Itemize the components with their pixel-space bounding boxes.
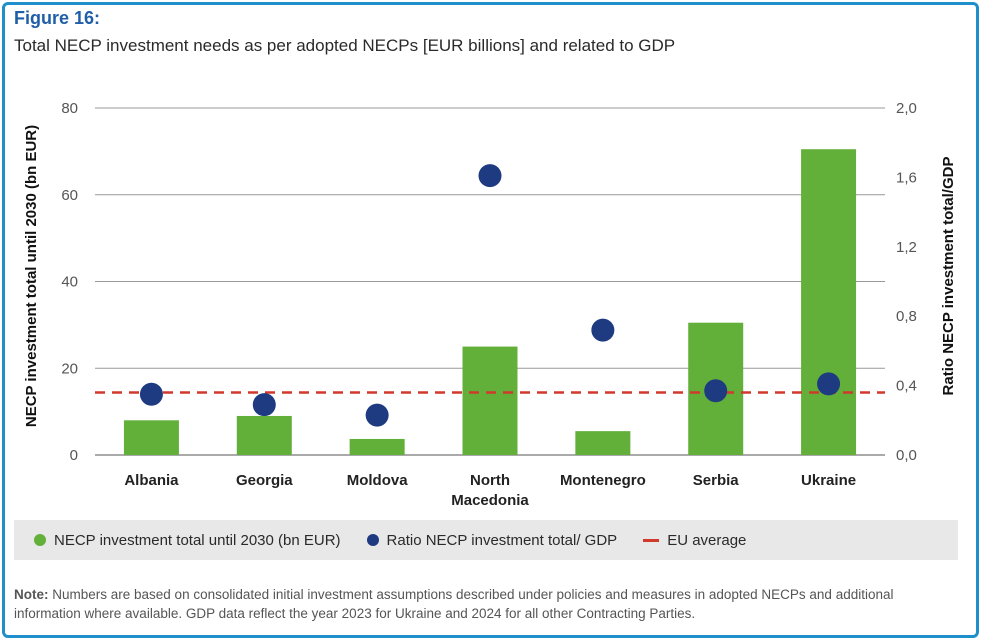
bar (801, 149, 857, 456)
legend-item-dot: Ratio NECP investment total/ GDP (366, 531, 618, 549)
left-tick-label: 0 (70, 447, 78, 464)
category-label-line: Albania (124, 472, 179, 489)
category-label: Georgia (236, 472, 293, 489)
left-tick-label: 40 (61, 274, 78, 291)
figure-title: Total NECP investment needs as per adopt… (14, 36, 676, 55)
right-tick-label: 1,2 (896, 239, 917, 256)
category-label: Serbia (693, 472, 740, 489)
ratio-dot (591, 318, 615, 342)
bar (575, 431, 631, 455)
right-tick-label: 1,6 (896, 169, 917, 186)
left-axis-ticks: 0 20 40 60 80 (61, 100, 78, 464)
ratio-dot (252, 393, 276, 417)
bar (236, 415, 292, 455)
left-tick-label: 60 (61, 187, 78, 204)
ratio-dots (139, 164, 841, 427)
gridlines (95, 107, 885, 456)
category-label: Albania (124, 472, 179, 489)
dot-swatch-icon (366, 534, 379, 546)
category-label-line: Georgia (236, 472, 293, 489)
right-axis-label: Ratio NECP investment total/GDP (940, 157, 957, 396)
note-label: Note: (14, 587, 49, 602)
left-axis-label: NECP investment total until 2030 (bn EUR… (23, 125, 40, 427)
category-label-line: Moldova (347, 472, 408, 489)
ratio-dot (478, 164, 502, 188)
category-label: Ukraine (801, 472, 856, 489)
category-labels: Albania Georgia Moldova North Macedonia Monte… (124, 472, 856, 509)
legend: NECP investment total until 2030 (bn EUR… (14, 520, 958, 560)
chart: 0 20 40 60 80 0,0 0,4 0,8 1,2 1,6 2,0 Albania Geor… (23, 100, 957, 509)
category-label-line: Serbia (693, 472, 740, 489)
note-text: Numbers are based on consolidated initia… (14, 587, 894, 621)
legend-item-line: EU average (643, 532, 746, 549)
category-label-line: North (470, 472, 510, 489)
left-tick-label: 80 (61, 100, 78, 117)
category-label: North Macedonia (451, 472, 529, 509)
legend-line-label: EU average (667, 531, 747, 549)
note: Note: Numbers are based on consolidated … (14, 585, 964, 623)
dashed-line-swatch-icon (643, 538, 660, 542)
category-label-line: Macedonia (451, 492, 529, 509)
legend-dot-label: Ratio NECP investment total/ GDP (386, 531, 618, 549)
legend-item-bar: NECP investment total until 2030 (bn EUR… (34, 532, 341, 549)
bars (123, 149, 857, 456)
left-tick-label: 20 (61, 360, 78, 377)
ratio-dot (365, 403, 389, 427)
right-tick-label: 2,0 (896, 100, 917, 117)
category-label-line: Montenegro (560, 472, 646, 489)
right-tick-label: 0,0 (896, 447, 917, 464)
ratio-dot (704, 379, 728, 403)
figure-label: Figure 16: (14, 8, 101, 28)
bar-swatch-icon (34, 534, 46, 546)
bar (123, 420, 179, 455)
category-label-line: Ukraine (801, 472, 856, 489)
legend-bar-label: NECP investment total until 2030 (bn EUR… (54, 531, 341, 549)
bar (462, 346, 518, 455)
category-label: Montenegro (560, 472, 646, 489)
bar (349, 438, 405, 455)
right-tick-label: 0,8 (896, 308, 917, 325)
category-label: Moldova (347, 472, 408, 489)
ratio-dot (139, 382, 163, 406)
ratio-dot (817, 372, 841, 396)
right-tick-label: 0,4 (896, 378, 917, 395)
right-axis-ticks: 0,0 0,4 0,8 1,2 1,6 2,0 (896, 100, 917, 464)
